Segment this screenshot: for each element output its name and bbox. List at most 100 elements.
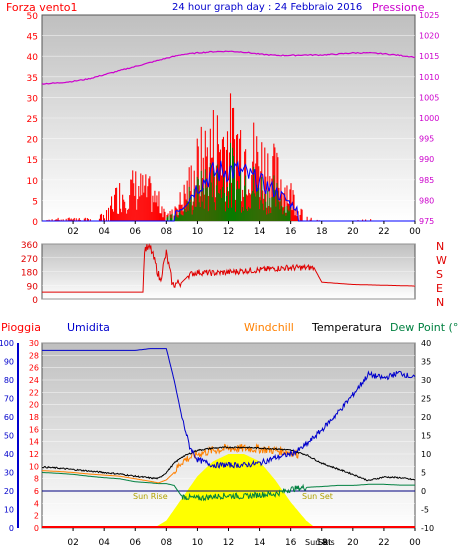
temperature-tick-label: -5 [421,506,429,515]
x-tick-label: 16 [285,538,297,548]
y2-tick-label: 1000 [419,114,439,123]
humidity-line [42,348,416,469]
x-tick-label: 14 [254,227,266,237]
legend-windchill: Windchill [244,321,294,334]
dewpoint-line [42,472,415,502]
temperature-tick-label: 35 [421,358,431,367]
y2-tick-label: 995 [419,135,434,144]
pressure-title: Pressione [372,1,425,14]
rain-tick-label: 4 [34,499,39,508]
rain-tick-label: 26 [29,364,39,373]
y2-tick-label: 975 [419,217,434,226]
wind-direction-line [42,243,415,293]
y-tick-label: 270 [21,255,38,265]
temperature-tick-label: 40 [421,339,431,348]
y2-tick-label: 1025 [419,11,439,20]
bottom-sunrise-label: Sun Ris [305,538,335,547]
rain-tick-label: 8 [34,475,39,484]
x-tick-label: 06 [130,538,142,548]
y2-tick-label: 1010 [419,73,439,82]
wind-title: Forza vento1 [6,1,78,14]
rain-tick-label: 14 [29,438,39,447]
y2-tick-label: 1005 [419,93,439,102]
y2-tick-label: 985 [419,176,434,185]
rain-tick-label: 24 [29,376,39,385]
rain-tick-label: 6 [34,487,39,496]
humidity-tick-label: 0 [9,524,14,533]
y-tick-label: 20 [27,136,39,146]
y-tick-label: 50 [27,12,39,22]
temperature-tick-label: -10 [421,524,434,533]
x-tick-label: 00 [409,538,421,548]
compass-label: S [436,268,443,281]
bottom-sunset-label: Set [318,538,331,547]
temperature-tick-label: 5 [421,469,426,478]
temperature-tick-label: 25 [421,395,431,404]
humidity-tick-label: 10 [4,506,14,515]
rain-tick-label: 18 [29,413,39,422]
temperature-tick-label: 0 [421,487,426,496]
x-tick-label: 12 [223,538,234,548]
y-tick-label: 45 [27,33,38,43]
y-tick-label: 180 [21,269,38,279]
humidity-tick-label: 20 [4,487,14,496]
x-tick-label: 12 [223,227,234,237]
humidity-tick-label: 40 [4,450,14,459]
rain-tick-label: 10 [29,462,39,471]
pressure-line [41,50,416,85]
x-tick-label: 06 [130,227,142,237]
humidity-tick-label: 50 [4,432,14,441]
x-tick-label: 02 [67,227,78,237]
y2-tick-label: 1020 [419,32,439,41]
x-tick-label: 10 [192,538,204,548]
x-tick-label: 08 [161,538,173,548]
legend-humidity: Umidita [67,321,110,334]
humidity-tick-label: 70 [4,395,14,404]
y-tick-label: 25 [27,115,38,125]
x-tick-label: 18 [316,227,328,237]
humidity-tick-label: 100 [0,339,14,348]
temperature-tick-label: 10 [421,450,431,459]
y-tick-label: 40 [27,53,39,63]
x-tick-label: 22 [378,227,389,237]
humidity-tick-label: 30 [4,469,14,478]
humidity-tick-label: 90 [4,358,14,367]
windchill-line [41,443,299,484]
y-tick-label: 0 [32,218,38,228]
y-tick-label: 10 [27,177,39,187]
humidity-tick-label: 80 [4,376,14,385]
y-tick-label: 90 [27,282,39,292]
rain-tick-label: 0 [34,524,39,533]
x-tick-label: 02 [67,538,78,548]
temperature-tick-label: 30 [421,376,431,385]
legend-dewpoint: Dew Point (°C [390,321,459,334]
rain-tick-label: 20 [29,401,39,410]
y2-tick-label: 980 [419,196,434,205]
rain-tick-label: 16 [29,425,39,434]
legend-temperature: Temperatura [311,321,382,334]
rain-tick-label: 22 [29,388,39,397]
y-tick-label: 30 [27,94,39,104]
y-tick-label: 360 [21,241,38,251]
compass-label: N [436,296,444,309]
compass-label: W [436,254,447,267]
x-tick-label: 10 [192,227,204,237]
legend-rain: Pioggia [1,321,41,334]
sunset-label: Sun Set [302,492,333,501]
date-title: 24 hour graph day : 24 Febbraio 2016 [172,2,362,13]
temperature-tick-label: 15 [421,432,431,441]
rain-tick-label: 30 [29,339,39,348]
y-tick-label: 15 [27,156,38,166]
x-tick-label: 00 [409,227,421,237]
y-tick-label: 35 [27,74,38,84]
y-tick-label: 0 [32,296,38,306]
compass-label: N [436,240,444,253]
compass-label: E [436,282,443,295]
x-tick-label: 22 [378,538,389,548]
x-tick-label: 16 [285,227,297,237]
y2-tick-label: 990 [419,155,434,164]
x-tick-label: 08 [161,227,173,237]
humidity-tick-label: 60 [4,413,14,422]
x-tick-label: 04 [98,538,110,548]
